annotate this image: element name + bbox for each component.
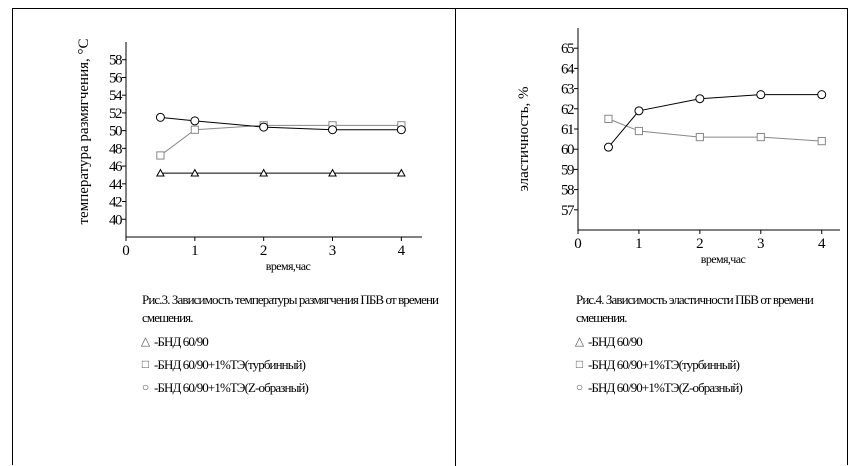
y-tick-label: 62 xyxy=(561,102,574,118)
y-tick-label: 65 xyxy=(561,41,574,57)
y-tick-label: 46 xyxy=(109,159,123,175)
x-tick-label: 3 xyxy=(329,243,337,259)
circle-marker xyxy=(695,94,705,104)
x-tick-label: 0 xyxy=(574,236,582,252)
x-tick-label: 4 xyxy=(818,236,826,252)
circle-marker xyxy=(328,125,338,135)
y-tick-label: 63 xyxy=(561,82,574,98)
circle-marker xyxy=(634,106,644,116)
legend-label: -БНД 60/90+1%ТЭ(турбинный) xyxy=(154,357,306,372)
left-figure-panel: 40 42 44 46 48 50 52 54 56 58 0 1 2 3 4 время,час темпер… xyxy=(12,8,455,466)
circle-marker-icon: ○ xyxy=(141,380,149,394)
circle-marker xyxy=(190,116,200,126)
legend-label: -БНД 60/90+1%ТЭ(Z-образный) xyxy=(588,380,743,395)
y-tick-label: 54 xyxy=(109,88,123,104)
legend-item: △ -БНД 60/90 xyxy=(572,330,742,353)
y-tick-label: 44 xyxy=(109,177,123,193)
legend-item: □ -БНД 60/90+1%ТЭ(турбинный) xyxy=(138,353,308,376)
y-tick-label: 57 xyxy=(561,203,575,219)
y-tick-label: 42 xyxy=(109,195,122,211)
square-marker xyxy=(156,151,165,160)
triangle-marker xyxy=(155,168,165,177)
panel-divider xyxy=(455,8,456,466)
y-tick-label: 56 xyxy=(109,70,123,86)
x-axis-label: время,час xyxy=(701,252,746,266)
left-legend: △ -БНД 60/90 □ -БНД 60/90+1%ТЭ(турбинный… xyxy=(138,330,309,399)
triangle-marker-icon: △ xyxy=(140,334,150,348)
square-marker xyxy=(695,132,704,142)
x-tick-label: 3 xyxy=(757,236,765,252)
y-axis-label: эластичность, % xyxy=(516,86,532,191)
x-tick-label: 2 xyxy=(260,243,268,259)
x-tick-label: 1 xyxy=(635,236,643,252)
square-marker xyxy=(634,126,644,136)
triangle-marker-icon: △ xyxy=(574,334,584,348)
triangle-marker xyxy=(259,168,269,177)
square-marker xyxy=(604,114,613,124)
y-tick-label: 52 xyxy=(109,106,122,122)
y-tick-label: 61 xyxy=(561,122,574,138)
circle-marker-icon: ○ xyxy=(575,380,583,394)
x-tick-label: 0 xyxy=(122,243,130,259)
legend-item: □ -БНД 60/90+1%ТЭ(турбинный) xyxy=(572,353,742,376)
legend-label: -БНД 60/90 xyxy=(588,334,643,349)
legend-item: ○ -БНД 60/90+1%ТЭ(Z-образный) xyxy=(572,376,743,399)
legend-item: △ -БНД 60/90 xyxy=(138,330,308,353)
x-tick-label: 4 xyxy=(398,243,406,259)
square-marker xyxy=(190,125,199,134)
y-tick-label: 59 xyxy=(561,162,574,178)
legend-label: -БНД 60/90+1%ТЭ(турбинный) xyxy=(588,357,740,372)
square-marker xyxy=(756,132,765,142)
y-tick-label: 64 xyxy=(561,61,575,77)
legend-label: -БНД 60/90+1%ТЭ(Z-образный) xyxy=(154,380,309,395)
square-marker-icon: □ xyxy=(141,357,149,371)
circle-marker xyxy=(259,122,269,132)
square-marker-icon: □ xyxy=(575,357,583,371)
triangle-marker xyxy=(190,168,200,177)
x-tick-label: 1 xyxy=(191,243,199,259)
circle-marker xyxy=(155,112,165,122)
y-tick-label: 50 xyxy=(109,124,122,140)
square-marker xyxy=(817,137,826,146)
x-tick-label: 2 xyxy=(696,236,704,252)
legend-item: ○ -БНД 60/90+1%ТЭ(Z-образный) xyxy=(138,376,309,399)
y-tick-label: 58 xyxy=(109,53,122,69)
circle-marker xyxy=(396,125,406,135)
figure-3-caption: Рис.3. Зависимость температуры размягчен… xyxy=(142,292,439,325)
x-axis-label: время,час xyxy=(266,259,311,273)
circle-marker xyxy=(603,142,613,152)
circle-marker xyxy=(817,90,827,100)
y-tick-label: 48 xyxy=(109,141,122,157)
elasticity-chart: 57 58 59 60 61 62 63 64 65 0 1 2 3 4 время,час эластичн… xyxy=(516,28,840,266)
y-tick-label: 60 xyxy=(561,142,574,158)
y-tick-label: 58 xyxy=(561,183,574,199)
right-figure-panel: 57 58 59 60 61 62 63 64 65 0 1 2 3 4 время,час эластичн… xyxy=(456,8,846,466)
legend-label: -БНД 60/90 xyxy=(154,334,209,349)
circle-marker xyxy=(756,90,766,100)
y-axis-label: температура размягчения, °С xyxy=(76,39,92,225)
triangle-marker xyxy=(396,168,406,177)
figure-4-caption: Рис.4. Зависимость эластичности ПБВ от в… xyxy=(576,292,814,325)
y-tick-label: 40 xyxy=(109,212,122,228)
triangle-marker xyxy=(328,168,337,177)
right-legend: △ -БНД 60/90 □ -БНД 60/90+1%ТЭ(турбинный… xyxy=(572,330,743,399)
